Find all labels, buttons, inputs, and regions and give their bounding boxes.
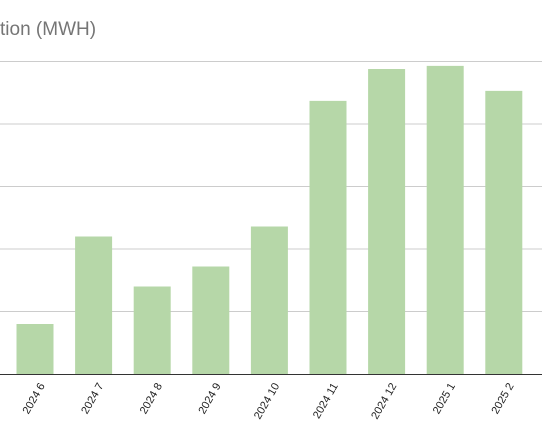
x-tick-label: 2024 8 — [138, 381, 165, 416]
bar — [368, 69, 406, 374]
x-tick-label: 2024 10 — [252, 381, 282, 421]
bar — [16, 324, 54, 374]
x-tick-label: 2025 1 — [431, 381, 458, 416]
bar — [250, 226, 288, 374]
chart-title: tion (MWH) — [0, 19, 97, 40]
x-tick-label: 2025 2 — [489, 381, 516, 416]
x-tick-labels: 2024 6 2024 7 2024 8 2024 9 2024 10 2024 11 20… — [21, 381, 517, 421]
bar — [309, 100, 347, 374]
bar — [192, 266, 230, 374]
bar — [133, 286, 171, 374]
bar — [75, 236, 113, 374]
x-tick-label: 2024 6 — [21, 381, 48, 416]
x-tick-label: 2024 9 — [196, 381, 223, 416]
x-tick-label: 2024 7 — [79, 381, 106, 416]
x-tick-label: 2024 12 — [369, 381, 399, 421]
bars — [16, 65, 523, 374]
bar — [485, 90, 523, 374]
bar — [426, 65, 464, 374]
x-tick-label: 2024 11 — [311, 381, 341, 421]
